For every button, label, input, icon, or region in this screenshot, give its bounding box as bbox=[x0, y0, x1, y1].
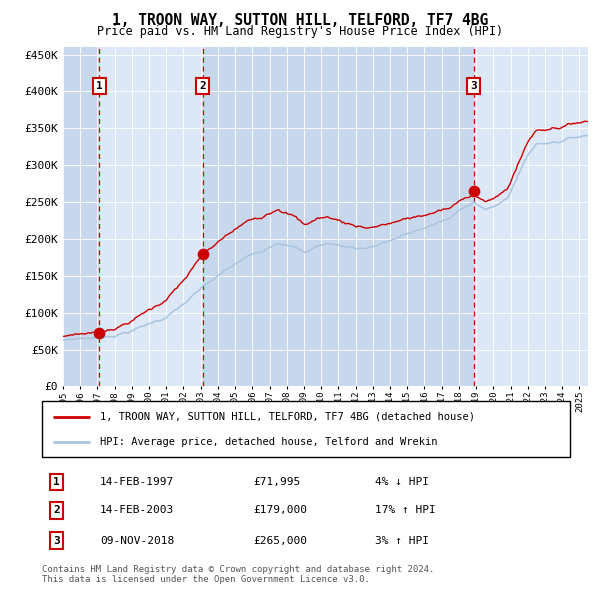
FancyBboxPatch shape bbox=[42, 401, 570, 457]
Text: 3: 3 bbox=[53, 536, 60, 546]
Text: £265,000: £265,000 bbox=[253, 536, 307, 546]
Text: Contains HM Land Registry data © Crown copyright and database right 2024.
This d: Contains HM Land Registry data © Crown c… bbox=[42, 565, 434, 584]
Text: 17% ↑ HPI: 17% ↑ HPI bbox=[374, 506, 436, 515]
Text: 14-FEB-2003: 14-FEB-2003 bbox=[100, 506, 175, 515]
Text: 1, TROON WAY, SUTTON HILL, TELFORD, TF7 4BG: 1, TROON WAY, SUTTON HILL, TELFORD, TF7 … bbox=[112, 13, 488, 28]
Text: 3% ↑ HPI: 3% ↑ HPI bbox=[374, 536, 428, 546]
Bar bbox=[100, 47, 203, 386]
Text: 4% ↓ HPI: 4% ↓ HPI bbox=[374, 477, 428, 487]
Text: 1, TROON WAY, SUTTON HILL, TELFORD, TF7 4BG (detached house): 1, TROON WAY, SUTTON HILL, TELFORD, TF7 … bbox=[100, 412, 475, 422]
Text: 1: 1 bbox=[96, 81, 103, 91]
Point bbox=[198, 250, 208, 259]
Text: 3: 3 bbox=[470, 81, 477, 91]
Text: Price paid vs. HM Land Registry's House Price Index (HPI): Price paid vs. HM Land Registry's House … bbox=[97, 25, 503, 38]
Text: 09-NOV-2018: 09-NOV-2018 bbox=[100, 536, 175, 546]
Text: 1: 1 bbox=[53, 477, 60, 487]
Text: £179,000: £179,000 bbox=[253, 506, 307, 515]
Bar bbox=[63, 47, 100, 386]
Text: 14-FEB-1997: 14-FEB-1997 bbox=[100, 477, 175, 487]
Bar bbox=[474, 47, 588, 386]
Bar bbox=[203, 47, 474, 386]
Text: 2: 2 bbox=[53, 506, 60, 515]
Text: £71,995: £71,995 bbox=[253, 477, 301, 487]
Point bbox=[95, 329, 104, 338]
Text: HPI: Average price, detached house, Telford and Wrekin: HPI: Average price, detached house, Telf… bbox=[100, 437, 437, 447]
Text: 2: 2 bbox=[199, 81, 206, 91]
Point bbox=[469, 186, 479, 196]
